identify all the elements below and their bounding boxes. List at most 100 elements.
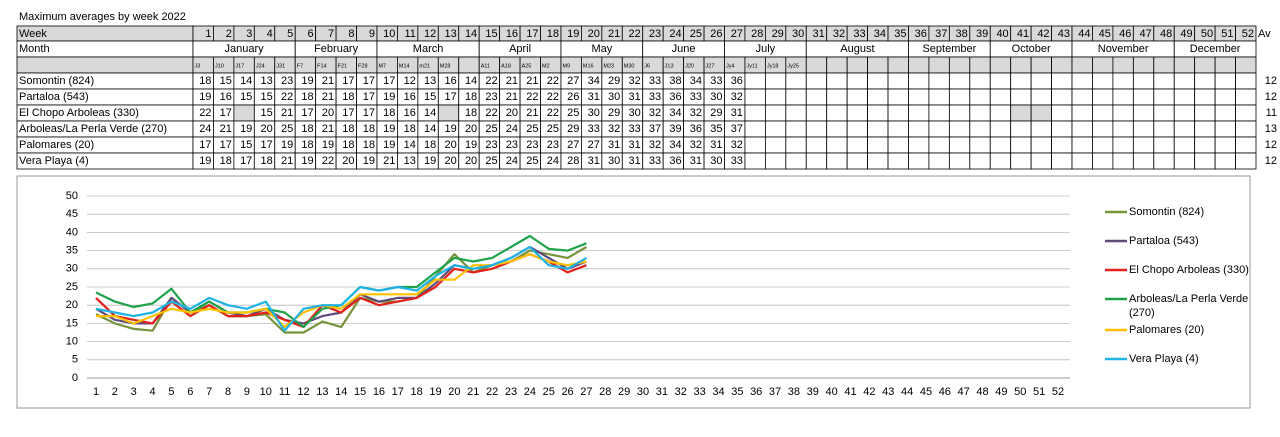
x-tick-label: 9 <box>244 386 250 398</box>
value-cell <box>1010 120 1032 138</box>
value: 19 <box>301 75 313 87</box>
date-label: F7 <box>297 63 303 69</box>
value-cell <box>989 88 1012 106</box>
value-cell <box>1153 104 1175 122</box>
value: 31 <box>628 155 640 167</box>
value: 13 <box>261 75 273 87</box>
value-cell <box>1030 152 1052 170</box>
value-cell <box>1112 88 1134 106</box>
value: 18 <box>199 75 211 87</box>
value: 21 <box>322 123 334 135</box>
value-cell <box>764 152 787 170</box>
date-label: M16 <box>583 63 594 69</box>
value-cell <box>969 104 991 122</box>
value-cell <box>805 152 828 170</box>
value: 14 <box>424 123 436 135</box>
week-number: 18 <box>547 28 559 40</box>
value: 17 <box>363 75 375 87</box>
value: 31 <box>731 107 743 119</box>
value-cell <box>1051 152 1073 170</box>
value-cell <box>887 88 909 106</box>
date-cell <box>867 56 889 74</box>
value: 30 <box>628 107 640 119</box>
value-cell <box>908 72 930 90</box>
value-cell <box>826 104 848 122</box>
value-cell <box>969 152 991 170</box>
value: 18 <box>301 123 313 135</box>
legend-label: Somontin (824) <box>1129 206 1205 218</box>
value: 26 <box>567 91 579 103</box>
row-average: 12 <box>1265 155 1277 167</box>
x-tick-label: 29 <box>618 386 630 398</box>
value: 15 <box>240 139 252 151</box>
value: 21 <box>526 107 538 119</box>
value: 17 <box>240 155 252 167</box>
value: 18 <box>342 91 354 103</box>
month-name: February <box>314 43 359 55</box>
value: 16 <box>404 91 416 103</box>
legend-label: El Chopo Arboleas (330) <box>1129 264 1249 276</box>
value-cell <box>846 88 868 106</box>
value: 29 <box>710 107 722 119</box>
value-cell <box>1153 72 1175 90</box>
value-cell <box>887 72 909 90</box>
value: 22 <box>526 91 538 103</box>
week-number: 23 <box>649 28 661 40</box>
x-tick-label: 28 <box>599 386 611 398</box>
value: 19 <box>281 139 293 151</box>
week-number: 1 <box>205 28 211 40</box>
value-cell <box>1132 120 1155 138</box>
value: 38 <box>669 75 681 87</box>
x-tick-label: 4 <box>150 386 156 398</box>
value-cell <box>1194 88 1216 106</box>
value: 30 <box>608 91 620 103</box>
week-number: 12 <box>424 28 436 40</box>
value: 25 <box>547 123 559 135</box>
x-tick-label: 35 <box>731 386 743 398</box>
week-number: 35 <box>894 28 906 40</box>
value-cell <box>805 72 828 90</box>
week-number: 33 <box>853 28 865 40</box>
value: 25 <box>485 123 497 135</box>
month-name: September <box>922 43 976 55</box>
value: 17 <box>301 107 313 119</box>
series-line <box>95 253 587 329</box>
value-cell <box>826 72 848 90</box>
value-cell <box>764 120 787 138</box>
month-name: June <box>672 43 696 55</box>
value: 24 <box>199 123 211 135</box>
value: 39 <box>669 123 681 135</box>
value-cell <box>1173 136 1196 154</box>
value: 31 <box>628 139 640 151</box>
value-cell <box>867 152 889 170</box>
x-tick-label: 18 <box>411 386 423 398</box>
week-number: 34 <box>874 28 886 40</box>
value-cell <box>1214 88 1236 106</box>
week-number: 4 <box>267 28 273 40</box>
value-cell <box>1235 104 1257 122</box>
x-tick-label: 1 <box>93 386 99 398</box>
value-cell <box>969 72 991 90</box>
value-cell <box>1030 120 1052 138</box>
value-cell <box>1235 136 1257 154</box>
value-cell <box>764 72 787 90</box>
value: 24 <box>506 155 518 167</box>
x-tick-label: 8 <box>225 386 231 398</box>
value: 32 <box>731 139 743 151</box>
value-cell <box>989 136 1012 154</box>
value-cell <box>908 104 930 122</box>
x-tick-label: 15 <box>354 386 366 398</box>
week-number: 37 <box>935 28 947 40</box>
value: 19 <box>383 91 395 103</box>
week-number: 27 <box>731 28 743 40</box>
x-tick-label: 30 <box>637 386 649 398</box>
value: 18 <box>261 155 273 167</box>
value-cell <box>805 136 828 154</box>
value: 24 <box>506 123 518 135</box>
value: 22 <box>485 75 497 87</box>
value: 25 <box>526 155 538 167</box>
value-cell <box>1051 120 1073 138</box>
x-tick-label: 48 <box>976 386 988 398</box>
value-cell <box>948 104 971 122</box>
date-cell <box>1235 56 1257 74</box>
